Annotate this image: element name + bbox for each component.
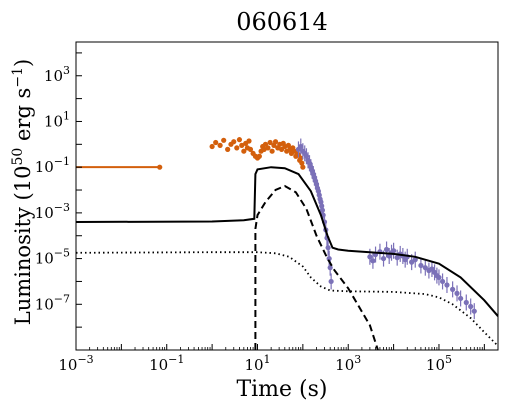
y-tick-label: 10−7 <box>35 292 70 313</box>
data-point <box>225 146 231 152</box>
x-tick-label: 10−3 <box>58 353 93 374</box>
data-point <box>327 265 333 271</box>
data-point <box>246 138 252 144</box>
data-point <box>231 139 237 145</box>
y-tick-label: 10−5 <box>35 247 70 268</box>
data-point <box>285 142 291 148</box>
x-tick-label: 103 <box>335 353 361 374</box>
model-curve-solid <box>76 166 498 317</box>
data-point <box>450 286 456 292</box>
data-point <box>436 274 442 281</box>
data-point <box>256 153 262 159</box>
data-point <box>209 143 215 150</box>
y-tick-label: 10−1 <box>35 155 70 176</box>
data-point <box>221 137 227 143</box>
y-axis-label-exponent: 50 <box>10 148 26 166</box>
data-point <box>247 146 254 152</box>
data-point <box>300 164 306 170</box>
y-tick-label: 10−3 <box>35 201 70 222</box>
data-point <box>234 145 240 151</box>
data-point <box>299 160 305 166</box>
data-point <box>325 245 331 251</box>
data-point <box>383 246 390 253</box>
data-point <box>241 148 247 154</box>
data-point <box>380 255 387 262</box>
y-tick-label: 103 <box>44 64 70 85</box>
y-axis-label-main: Luminosity (10 <box>11 166 35 326</box>
data-point <box>328 278 334 285</box>
y-axis-label-unit: erg s <box>11 88 35 148</box>
plot-area <box>76 137 498 350</box>
x-axis: 10−3 10−1 101 103 105 <box>58 344 499 374</box>
data-point <box>265 145 271 151</box>
data-point <box>370 258 376 264</box>
y-axis-label-close: ) <box>11 59 35 67</box>
x-tick-label: 101 <box>244 353 270 374</box>
x-tick-label: 105 <box>426 353 452 374</box>
data-point <box>298 143 304 150</box>
data-point <box>239 142 245 148</box>
plot-frame <box>75 41 499 351</box>
data-point <box>418 262 424 269</box>
chart-title: 060614 <box>236 8 328 36</box>
data-point <box>367 254 373 260</box>
data-point <box>394 255 400 261</box>
data-point <box>298 155 304 161</box>
data-point <box>269 148 275 154</box>
model-curve-dashed <box>254 184 379 350</box>
y-axis: 10−7 10−5 10−3 10−1 101 103 <box>35 52 82 351</box>
data-point <box>217 142 223 148</box>
data-point <box>236 137 243 143</box>
data-point <box>390 248 397 254</box>
x-axis-label: Time (s) <box>236 377 327 402</box>
data-point <box>439 278 446 285</box>
y-axis-label: Luminosity (1050 erg s−1) <box>10 59 35 325</box>
data-point <box>412 257 418 263</box>
data-point <box>468 303 474 310</box>
y-axis-label-unit-exponent: −1 <box>10 67 26 88</box>
data-point <box>454 290 460 296</box>
data-layer <box>76 137 498 350</box>
data-point <box>213 139 219 146</box>
data-point <box>444 282 450 288</box>
data-point <box>471 308 477 314</box>
data-point <box>157 164 163 170</box>
data-point <box>458 295 464 302</box>
data-point <box>272 139 279 145</box>
data-point <box>267 139 273 146</box>
data-point <box>422 265 428 271</box>
x-tick-label: 10−1 <box>149 353 184 374</box>
y-tick-label: 101 <box>44 109 70 130</box>
data-point <box>463 299 469 306</box>
